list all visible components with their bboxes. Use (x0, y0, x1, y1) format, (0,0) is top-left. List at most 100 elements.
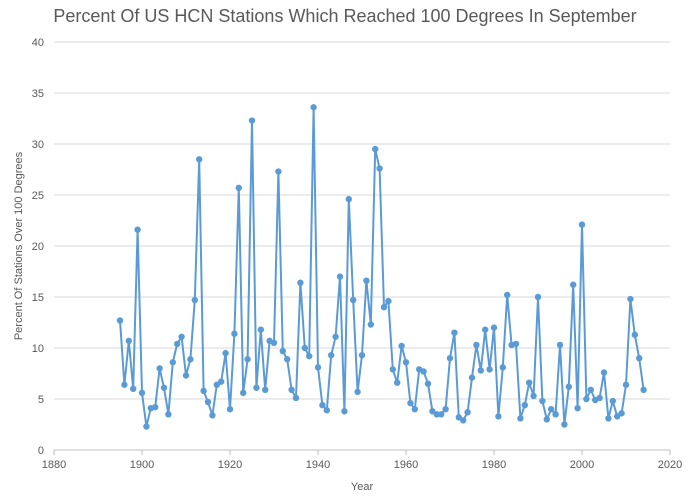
data-point (548, 406, 555, 413)
data-point (323, 407, 330, 414)
data-point (134, 226, 141, 233)
data-point (468, 374, 476, 381)
data-point (495, 413, 502, 420)
data-point (512, 340, 520, 348)
data-point (182, 372, 190, 379)
data-point (169, 359, 176, 366)
data-point (640, 386, 647, 394)
x-tick-label: 1960 (394, 459, 418, 471)
data-point (609, 397, 616, 405)
data-point (196, 156, 203, 163)
x-axis-ticks: 1880 1900 1920 1940 1960 1980 2000 2020 (42, 450, 682, 471)
data-point (200, 387, 207, 395)
data-point (499, 364, 506, 371)
y-tick-label: 15 (32, 292, 44, 304)
data-point (385, 297, 392, 305)
data-point (631, 331, 638, 338)
data-point (310, 104, 317, 111)
data-point (314, 364, 322, 371)
y-tick-label: 25 (32, 190, 44, 202)
data-point (490, 324, 498, 331)
data-point (539, 397, 546, 405)
y-axis-label: Percent Of Stations Over 100 Degrees (13, 151, 25, 340)
data-point (543, 416, 550, 423)
x-tick-label: 1900 (130, 459, 154, 471)
data-point (257, 326, 264, 333)
data-point (534, 293, 542, 301)
data-point (152, 403, 159, 411)
data-point (372, 145, 379, 153)
data-point (350, 296, 357, 304)
chart-title: Percent Of US HCN Stations Which Reached… (53, 6, 636, 26)
y-axis-ticks: 0 5 10 15 20 25 30 35 40 (32, 37, 44, 457)
data-point (618, 410, 625, 417)
data-point (253, 384, 260, 391)
data-point (451, 329, 458, 336)
x-tick-label: 2000 (570, 459, 594, 471)
y-tick-label: 40 (32, 37, 44, 49)
data-point (438, 411, 445, 418)
data-point (354, 388, 361, 396)
data-point (156, 365, 163, 372)
data-point (226, 406, 234, 413)
x-tick-label: 1880 (42, 459, 66, 471)
y-tick-label: 10 (32, 343, 44, 355)
data-point (433, 411, 440, 418)
data-point (292, 394, 300, 402)
data-point (482, 326, 489, 333)
data-point (583, 395, 590, 403)
data-point (306, 352, 313, 360)
data-point (336, 273, 344, 280)
data-point (561, 421, 568, 428)
data-point (627, 295, 634, 303)
data-point (138, 389, 146, 397)
data-point (407, 399, 414, 407)
data-point (174, 340, 181, 348)
data-point (411, 406, 418, 413)
data-point (517, 415, 524, 422)
data-point (376, 165, 383, 172)
y-tick-label: 0 (38, 445, 44, 457)
data-point (565, 383, 572, 390)
data-point (125, 337, 132, 345)
data-point (358, 351, 366, 359)
data-point (442, 406, 449, 413)
data-point (578, 221, 586, 228)
data-point (596, 394, 603, 402)
data-point (473, 341, 480, 349)
data-point (218, 378, 225, 385)
data-point (130, 385, 137, 392)
data-point (363, 277, 370, 284)
data-point (279, 347, 286, 355)
data-point (270, 339, 278, 347)
y-tick-label: 20 (32, 241, 44, 253)
data-point (420, 368, 427, 375)
data-point (570, 281, 577, 288)
data-point (477, 367, 484, 374)
data-point (464, 409, 471, 416)
data-point (209, 412, 216, 419)
data-point (284, 356, 291, 363)
data-point (552, 411, 559, 418)
data-point (301, 344, 308, 352)
data-point (143, 423, 150, 430)
data-point (240, 389, 247, 397)
data-point (605, 415, 612, 422)
data-point (121, 381, 128, 388)
y-tick-label: 30 (32, 139, 44, 151)
data-point (165, 411, 172, 418)
data-point (231, 330, 238, 337)
data-point (160, 384, 168, 391)
data-point (504, 291, 511, 299)
data-point (178, 333, 185, 340)
series-group (116, 104, 647, 430)
data-point (526, 379, 533, 386)
data-point (402, 359, 410, 366)
data-point (244, 356, 251, 363)
data-point (328, 351, 335, 359)
series-line (119, 106, 645, 428)
data-point (262, 386, 269, 394)
x-tick-label: 1940 (306, 459, 330, 471)
data-point (204, 398, 212, 406)
